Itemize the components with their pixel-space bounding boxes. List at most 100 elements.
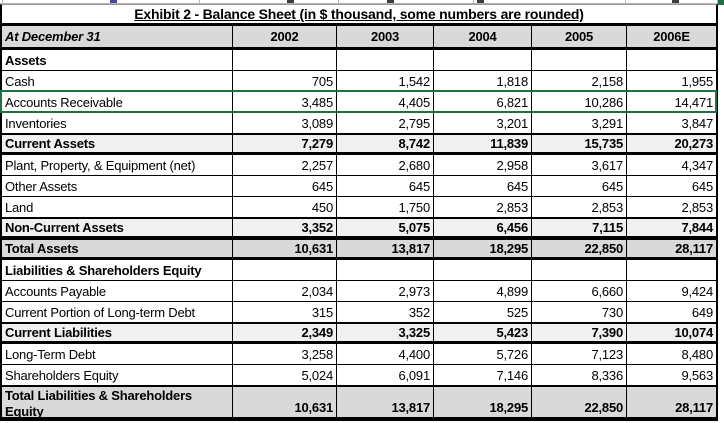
cell-2005[interactable]: 7,390	[531, 324, 626, 341]
header-year-2004[interactable]: 2004	[433, 26, 531, 47]
row-label[interactable]: Shareholders Equity	[5, 367, 119, 383]
cell-2004[interactable]: 11,839	[433, 135, 531, 152]
cell-2002[interactable]	[232, 260, 336, 280]
cell-2002[interactable]: 315	[232, 302, 336, 322]
cell-2006E[interactable]: 28,117	[626, 240, 716, 257]
cell-2004[interactable]	[433, 50, 531, 70]
cell-2004[interactable]: 18,295	[433, 387, 531, 417]
row-label[interactable]: Current Portion of Long-term Debt	[5, 304, 195, 320]
row-label[interactable]: Total Liabilities & Shareholders Equity	[5, 388, 192, 417]
row-label[interactable]: Land	[5, 199, 34, 215]
cell-2005[interactable]: 22,850	[531, 240, 626, 257]
row-label[interactable]: Non-Current Assets	[5, 220, 124, 235]
cell-2006E[interactable]: 3,847	[626, 113, 716, 133]
cell-2004[interactable]: 1,818	[433, 71, 531, 91]
cell-2006E[interactable]	[626, 260, 716, 280]
cell-2002[interactable]: 2,257	[232, 155, 336, 175]
row-label[interactable]: Accounts Payable	[5, 283, 106, 299]
cell-2002[interactable]: 2,349	[232, 324, 336, 341]
row-label[interactable]: Current Assets	[5, 136, 95, 151]
row-label[interactable]: Current Liabilities	[5, 325, 112, 340]
cell-2004[interactable]: 18,295	[433, 240, 531, 257]
cell-2005[interactable]: 3,291	[531, 113, 626, 133]
cell-2005[interactable]: 6,660	[531, 281, 626, 301]
cell-2002[interactable]: 3,485	[232, 92, 336, 112]
table-title-row[interactable]: Exhibit 2 - Balance Sheet (in $ thousand…	[2, 5, 716, 26]
cell-2003[interactable]: 4,400	[336, 344, 433, 364]
cell-2005[interactable]: 10,286	[531, 92, 626, 112]
row-label[interactable]: Cash	[5, 73, 35, 89]
cell-2005[interactable]: 22,850	[531, 387, 626, 417]
cell-2005[interactable]: 2,158	[531, 71, 626, 91]
cell-2006E[interactable]: 4,347	[626, 155, 716, 175]
cell-2002[interactable]: 10,631	[232, 240, 336, 257]
cell-2002[interactable]: 10,631	[232, 387, 336, 417]
cell-2004[interactable]: 525	[433, 302, 531, 322]
row-label[interactable]: Accounts Receivable	[5, 94, 123, 110]
cell-2005[interactable]: 7,123	[531, 344, 626, 364]
cell-2004[interactable]: 6,456	[433, 219, 531, 236]
cell-2004[interactable]: 5,726	[433, 344, 531, 364]
header-year-2003[interactable]: 2003	[336, 26, 433, 47]
cell-2006E[interactable]: 2,853	[626, 197, 716, 217]
row-label[interactable]: Total Assets	[5, 241, 79, 256]
cell-2006E[interactable]: 1,955	[626, 71, 716, 91]
row-label[interactable]: Inventories	[5, 115, 67, 131]
cell-2006E[interactable]: 649	[626, 302, 716, 322]
row-label[interactable]: Other Assets	[5, 178, 78, 194]
cell-2004[interactable]: 7,146	[433, 365, 531, 385]
cell-2006E[interactable]: 14,471	[626, 92, 716, 112]
cell-2003[interactable]: 5,075	[336, 219, 433, 236]
cell-2006E[interactable]: 8,480	[626, 344, 716, 364]
cell-2004[interactable]: 2,853	[433, 197, 531, 217]
cell-2006E[interactable]: 9,563	[626, 365, 716, 385]
cell-2005[interactable]	[531, 50, 626, 70]
cell-2003[interactable]: 2,795	[336, 113, 433, 133]
cell-2003[interactable]: 6,091	[336, 365, 433, 385]
cell-2005[interactable]: 8,336	[531, 365, 626, 385]
cell-2003[interactable]: 352	[336, 302, 433, 322]
cell-2003[interactable]: 13,817	[336, 240, 433, 257]
cell-2006E[interactable]: 7,844	[626, 219, 716, 236]
cell-2002[interactable]: 3,089	[232, 113, 336, 133]
cell-2003[interactable]: 13,817	[336, 387, 433, 417]
cell-2003[interactable]: 2,973	[336, 281, 433, 301]
cell-2004[interactable]	[433, 260, 531, 280]
row-label[interactable]: Long-Term Debt	[5, 346, 96, 362]
header-at-december-31[interactable]: At December 31	[5, 29, 101, 44]
row-label[interactable]: Liabilities & Shareholders Equity	[5, 262, 202, 278]
cell-2005[interactable]: 645	[531, 176, 626, 196]
cell-2005[interactable]: 730	[531, 302, 626, 322]
row-label[interactable]: Assets	[5, 52, 47, 68]
cell-2004[interactable]: 645	[433, 176, 531, 196]
cell-2003[interactable]	[336, 50, 433, 70]
cell-2003[interactable]	[336, 260, 433, 280]
cell-2003[interactable]: 8,742	[336, 135, 433, 152]
cell-2006E[interactable]: 10,074	[626, 324, 716, 341]
cell-2006E[interactable]	[626, 50, 716, 70]
cell-2002[interactable]: 2,034	[232, 281, 336, 301]
header-year-2006e[interactable]: 2006E	[626, 26, 716, 47]
cell-2003[interactable]: 2,680	[336, 155, 433, 175]
cell-2005[interactable]	[531, 260, 626, 280]
cell-2005[interactable]: 2,853	[531, 197, 626, 217]
cell-2006E[interactable]: 9,424	[626, 281, 716, 301]
cell-2006E[interactable]: 20,273	[626, 135, 716, 152]
cell-2002[interactable]: 3,258	[232, 344, 336, 364]
cell-2005[interactable]: 3,617	[531, 155, 626, 175]
cell-2004[interactable]: 4,899	[433, 281, 531, 301]
cell-2004[interactable]: 6,821	[433, 92, 531, 112]
cell-2003[interactable]: 645	[336, 176, 433, 196]
cell-2004[interactable]: 5,423	[433, 324, 531, 341]
cell-2004[interactable]: 2,958	[433, 155, 531, 175]
cell-2003[interactable]: 3,325	[336, 324, 433, 341]
cell-2003[interactable]: 1,750	[336, 197, 433, 217]
cell-2002[interactable]: 7,279	[232, 135, 336, 152]
cell-2002[interactable]: 3,352	[232, 219, 336, 236]
cell-2003[interactable]: 4,405	[336, 92, 433, 112]
cell-2006E[interactable]: 645	[626, 176, 716, 196]
cell-2003[interactable]: 1,542	[336, 71, 433, 91]
cell-2002[interactable]: 645	[232, 176, 336, 196]
cell-2002[interactable]: 5,024	[232, 365, 336, 385]
cell-2005[interactable]: 7,115	[531, 219, 626, 236]
